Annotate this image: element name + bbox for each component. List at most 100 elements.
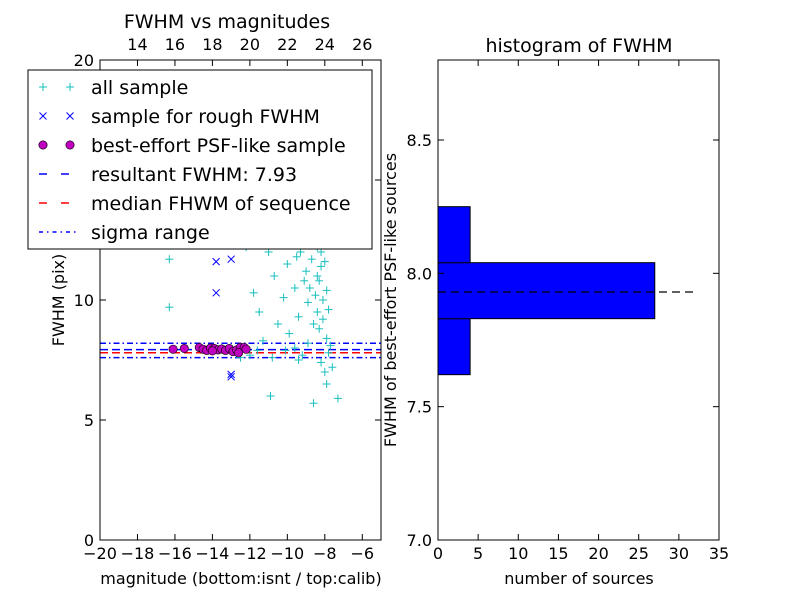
plus-marker: [322, 286, 331, 295]
xtick-label: −20: [83, 544, 117, 563]
plus-marker: [258, 336, 267, 345]
plus-marker: [268, 353, 277, 362]
histogram-ylabel: FWHM of best-effort PSF-like sources: [381, 153, 400, 447]
legend-label: median FHWM of sequence: [91, 193, 351, 215]
plus-marker: [305, 284, 314, 292]
top-axis-label: 26: [352, 35, 372, 54]
plus-marker: [300, 276, 309, 285]
histogram-bar: [437, 206, 471, 264]
plus-marker: [292, 252, 301, 261]
ytick-label: 8.0: [407, 264, 432, 283]
plus-marker: [283, 260, 292, 268]
plus-marker: [298, 351, 307, 360]
xtick-label: −16: [158, 544, 192, 563]
plus-marker: [249, 288, 258, 297]
ytick-label: 8.5: [407, 131, 432, 150]
plus-marker: [318, 296, 327, 304]
top-axis-label: 16: [165, 35, 185, 54]
legend-label: best-effort PSF-like sample: [91, 135, 346, 157]
scatter-plot-area: −20 −18 −16 −14 −12 −10 −8 −6 14 16 18 20 22 24 26 0 5 10…: [74, 35, 382, 563]
plus-marker: [317, 262, 326, 271]
histogram-bar: [437, 262, 656, 320]
xtick-label: −10: [270, 544, 304, 563]
ytick-label: 20: [74, 51, 94, 70]
histogram-title: histogram of FWHM: [485, 35, 672, 57]
legend-label: sample for rough FWHM: [91, 106, 320, 128]
xtick-label: 10: [508, 544, 528, 563]
x-b: [227, 372, 235, 381]
x-marker: [227, 255, 235, 264]
scatter-xlabel: magnitude (bottom:isnt / top:calib): [100, 569, 381, 588]
scatter-data-layer: [100, 84, 381, 408]
legend-label: sigma range: [91, 222, 210, 244]
top-axis-label: 22: [277, 35, 297, 54]
plus-marker: [281, 346, 290, 355]
plus-marker: [311, 291, 320, 300]
plus-marker: [313, 308, 322, 316]
plus-marker: [294, 312, 303, 321]
plus-marker: [318, 315, 327, 324]
x-b: [227, 370, 235, 379]
legend-label: all sample: [91, 77, 188, 99]
xtick-label: 35: [709, 544, 729, 563]
plus-marker: [270, 272, 279, 280]
histogram-frame: [437, 59, 720, 541]
circle-marker: [241, 344, 251, 354]
plus-marker: [320, 368, 329, 376]
plus-marker: [253, 346, 262, 355]
histogram-panel: histogram of FWHM number of sources FWHM…: [381, 35, 729, 588]
plus-marker: [290, 284, 299, 292]
histogram-bar: [437, 318, 471, 376]
plus-marker: [328, 363, 337, 372]
x-b: [212, 257, 221, 266]
plus-marker: [326, 341, 335, 350]
ytick-label: 7.0: [407, 531, 432, 550]
plus-marker: [290, 344, 299, 352]
top-axis-label: 14: [127, 35, 147, 54]
plus-marker: [165, 303, 174, 312]
histogram-plot-area: 0 5 10 15 20 25 30 35 7.0 7.5 8.0 8.5: [407, 59, 729, 563]
x-marker: [212, 257, 221, 266]
xtick-label: 5: [473, 544, 483, 563]
x-marker: [227, 372, 235, 381]
plus-marker: [285, 329, 294, 338]
plus-marker: [266, 392, 275, 400]
plus-marker: [309, 320, 318, 328]
circle-marker: [207, 346, 217, 356]
xtick-label: 0: [433, 544, 443, 563]
xtick-label: −12: [233, 544, 267, 563]
circle-marker: [234, 348, 244, 358]
plus-marker: [302, 267, 311, 276]
circle-marker: [168, 344, 178, 354]
legend-circle: [38, 140, 48, 150]
ytick-label: 5: [84, 411, 94, 430]
plus-marker: [317, 358, 326, 367]
ytick-label: 0: [84, 531, 94, 550]
xtick-label: −14: [196, 544, 230, 563]
x-marker: [227, 370, 235, 379]
legend-box: [27, 69, 373, 250]
x-marker: [212, 288, 221, 297]
plus-marker: [303, 339, 312, 348]
scatter-panel: FWHM vs magnitudes magnitude (bottom:isn…: [27, 11, 382, 588]
scatter-legend: all sample sample for rough FWHM best-effo…: [27, 69, 373, 250]
plus-marker: [315, 324, 324, 333]
plus-marker: [303, 298, 312, 307]
top-axis-label: 24: [315, 35, 335, 54]
plus-marker: [333, 394, 342, 403]
xtick-label: −8: [313, 544, 337, 563]
top-axis-label: 20: [240, 35, 260, 54]
xtick-label: 15: [548, 544, 568, 563]
plus-marker: [324, 348, 333, 357]
plus-marker: [320, 257, 329, 266]
plus-marker: [309, 399, 318, 408]
plus-marker: [165, 255, 174, 264]
plus-marker: [324, 305, 333, 314]
scatter-title: FWHM vs magnitudes: [124, 11, 330, 33]
x-b: [227, 255, 235, 264]
legend-x-b: [39, 112, 47, 120]
scatter-ylabel: FWHM (pix): [49, 254, 68, 347]
plus-marker: [294, 356, 303, 364]
legend-x-b: [66, 112, 74, 120]
